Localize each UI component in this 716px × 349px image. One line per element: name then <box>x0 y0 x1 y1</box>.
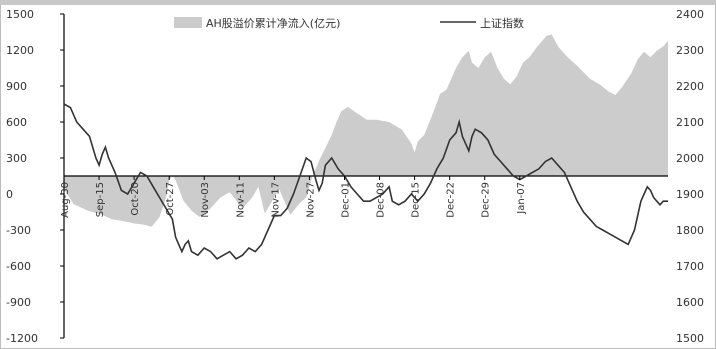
right-tick-label: 1500 <box>676 332 704 345</box>
legend-area-swatch <box>174 17 202 28</box>
left-tick-label: 0 <box>6 188 13 201</box>
right-tick-label: 2200 <box>676 80 704 93</box>
x-tick-label: Nov-17 <box>270 182 281 218</box>
right-tick-label: 1800 <box>676 224 704 237</box>
x-tick-label: Sep-15 <box>95 182 106 217</box>
x-tick-label: Nov-27 <box>305 182 316 218</box>
line-layer <box>63 103 668 260</box>
x-tick-label: Dec-01 <box>340 182 351 218</box>
line-series-shanghai-index <box>63 103 668 260</box>
x-tick-label: Jan-07 <box>516 182 527 215</box>
x-tick-label: Dec-22 <box>446 182 457 218</box>
left-tick-label: -1200 <box>6 332 38 345</box>
top-bar <box>0 0 716 5</box>
right-tick-label: 1600 <box>676 296 704 309</box>
x-tick-label: Dec-15 <box>411 182 422 218</box>
right-tick-label: 2300 <box>676 44 704 57</box>
right-tick-label: 2000 <box>676 152 704 165</box>
x-tick-label: Aug-30 <box>60 182 71 218</box>
left-tick-label: 900 <box>6 80 27 93</box>
x-tick-label: Oct-27 <box>165 182 176 216</box>
right-tick-label: 2400 <box>676 8 704 21</box>
left-tick-label: -900 <box>6 296 31 309</box>
left-tick-label: -600 <box>6 260 31 273</box>
legend: AH股溢价累计净流入(亿元) 上证指数 <box>174 16 524 30</box>
x-tick-label: Nov-11 <box>235 182 246 218</box>
area-layer <box>64 34 668 227</box>
legend-area-label: AH股溢价累计净流入(亿元) <box>206 16 340 30</box>
right-tick-label: 1700 <box>676 260 704 273</box>
right-tick-label: 2100 <box>676 116 704 129</box>
x-tick-label: Dec-29 <box>481 182 492 218</box>
ticks-layer: 1500 1200 900 600 300 0 -300 -600 -900 -1200 2400 2… <box>6 8 704 345</box>
axes-layer <box>63 14 668 338</box>
left-tick-label: 600 <box>6 116 27 129</box>
left-tick-label: 1500 <box>6 8 34 21</box>
right-tick-label: 1900 <box>676 188 704 201</box>
area-series-net-inflow <box>64 34 668 227</box>
legend-line-label: 上证指数 <box>480 16 524 30</box>
left-tick-label: 300 <box>6 152 27 165</box>
left-tick-label: 1200 <box>6 44 34 57</box>
x-tick-label: Oct-20 <box>130 182 141 216</box>
left-tick-label: -300 <box>6 224 31 237</box>
x-tick-label: Nov-03 <box>200 182 211 218</box>
x-tick-label: Dec-08 <box>376 182 387 218</box>
